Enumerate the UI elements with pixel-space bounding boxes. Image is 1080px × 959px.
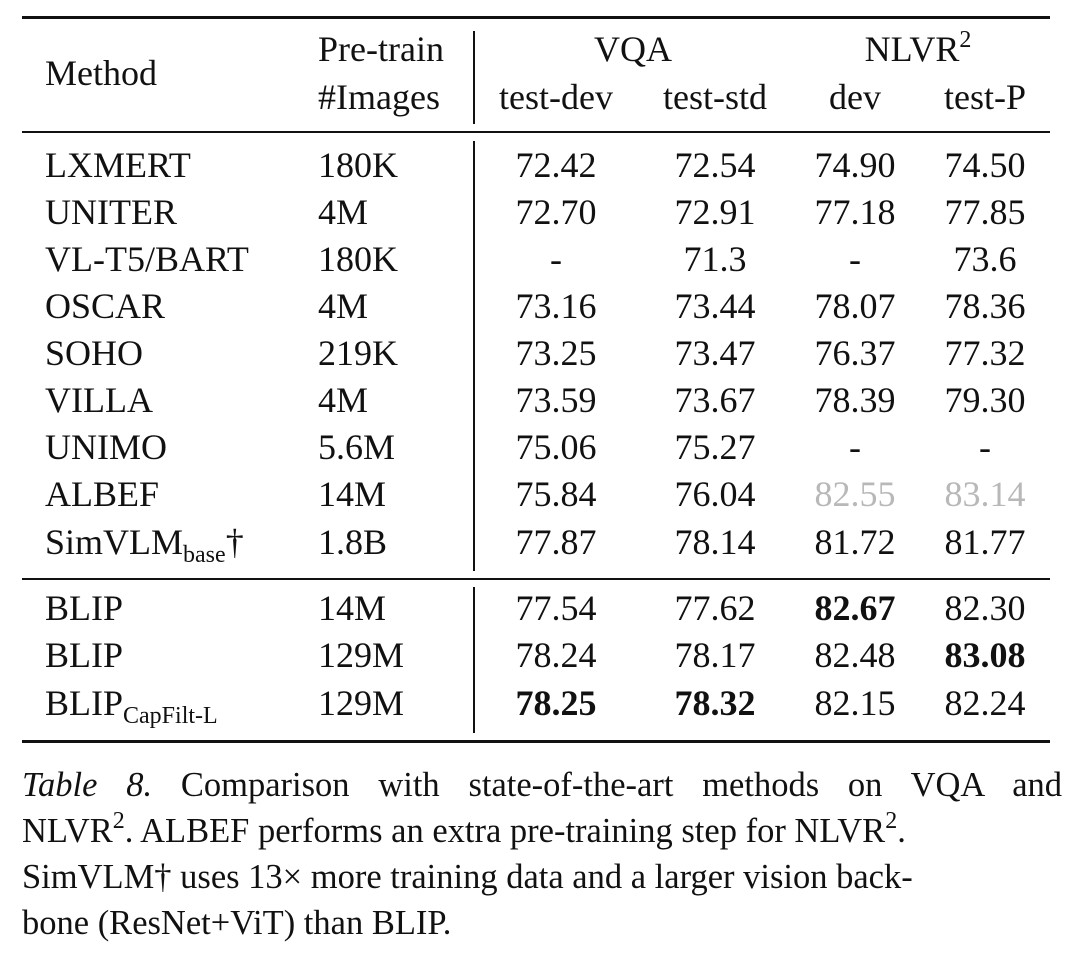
- caption-line: Table 8. Comparison with state-of-the-ar…: [22, 766, 1063, 804]
- score-cell: 82.48: [814, 635, 896, 675]
- method-name: LXMERT: [45, 145, 191, 185]
- header-method: Method: [45, 53, 157, 93]
- score-cell: -: [550, 239, 562, 279]
- score-cell: 82.30: [944, 588, 1026, 628]
- score-cell: 73.44: [674, 286, 756, 326]
- method-name: ALBEF: [45, 474, 160, 514]
- header-pretrain: Pre-train: [318, 29, 444, 69]
- top-rule: [22, 16, 1050, 19]
- score-cell: 83.14: [944, 474, 1026, 514]
- method-name: UNIMO: [45, 427, 167, 467]
- score-cell: 78.25: [515, 683, 597, 723]
- score-cell: 74.50: [944, 145, 1026, 185]
- header-rule: [22, 131, 1050, 133]
- score-cell: 78.36: [944, 286, 1026, 326]
- pretrain-images: 129M: [318, 635, 405, 675]
- header-test-std: test-std: [663, 77, 767, 117]
- score-cell: 72.54: [674, 145, 756, 185]
- score-cell: 75.27: [674, 427, 756, 467]
- table-caption: Table 8. Comparison with state-of-the-ar…: [22, 762, 1062, 946]
- pretrain-images: 5.6M: [318, 427, 396, 467]
- header-images: #Images: [318, 77, 440, 117]
- score-cell: 73.47: [674, 333, 756, 373]
- score-cell: 77.18: [814, 192, 896, 232]
- pretrain-images: 14M: [318, 588, 387, 628]
- score-cell: 75.84: [515, 474, 597, 514]
- score-cell: 82.67: [814, 588, 896, 628]
- score-cell: 73.59: [515, 380, 597, 420]
- score-cell: 73.6: [953, 239, 1017, 279]
- score-cell: 72.70: [515, 192, 597, 232]
- score-cell: 79.30: [944, 380, 1026, 420]
- score-cell: 76.04: [674, 474, 756, 514]
- score-cell: 78.17: [674, 635, 756, 675]
- score-cell: 74.90: [814, 145, 896, 185]
- bottom-rule: [22, 740, 1050, 743]
- score-cell: -: [979, 427, 991, 467]
- score-cell: 77.62: [674, 588, 756, 628]
- score-cell: 78.39: [814, 380, 896, 420]
- header-test-dev: test-dev: [499, 77, 613, 117]
- method-name: BLIP: [45, 588, 124, 628]
- pretrain-images: 4M: [318, 286, 369, 326]
- header-test-p: test-P: [943, 77, 1027, 117]
- score-cell: 76.37: [814, 333, 896, 373]
- caption-label: Table 8.: [22, 766, 153, 804]
- pretrain-images: 4M: [318, 380, 369, 420]
- score-cell: 83.08: [944, 635, 1026, 675]
- header-dev: dev: [829, 77, 881, 117]
- score-cell: 73.25: [515, 333, 597, 373]
- header-group-vqa: VQA: [594, 29, 672, 69]
- method-name: UNITER: [45, 192, 177, 232]
- score-cell: 78.14: [674, 522, 756, 562]
- method-name: SimVLMbase†: [45, 522, 244, 568]
- score-cell: 75.06: [515, 427, 597, 467]
- column-divider: [473, 587, 475, 733]
- score-cell: -: [849, 239, 861, 279]
- caption-line: NLVR2. ALBEF performs an extra pre-train…: [22, 808, 906, 850]
- pretrain-images: 180K: [318, 239, 398, 279]
- score-cell: 72.91: [674, 192, 756, 232]
- column-divider: [473, 141, 475, 571]
- pretrain-images: 219K: [318, 333, 398, 373]
- score-cell: 77.87: [515, 522, 597, 562]
- score-cell: 82.55: [814, 474, 896, 514]
- method-name: SOHO: [45, 333, 144, 373]
- column-divider: [473, 31, 475, 124]
- score-cell: 72.42: [515, 145, 597, 185]
- pretrain-images: 1.8B: [318, 522, 388, 562]
- method-name: BLIP: [45, 635, 124, 675]
- score-cell: 78.07: [814, 286, 896, 326]
- group-rule: [22, 578, 1050, 580]
- score-cell: 71.3: [683, 239, 747, 279]
- score-cell: 77.85: [944, 192, 1026, 232]
- pretrain-images: 180K: [318, 145, 398, 185]
- score-cell: 73.67: [674, 380, 756, 420]
- score-cell: 81.72: [814, 522, 896, 562]
- score-cell: 77.32: [944, 333, 1026, 373]
- method-name: VILLA: [45, 380, 153, 420]
- score-cell: -: [849, 427, 861, 467]
- method-name: BLIPCapFilt-L: [45, 683, 218, 729]
- method-name: VL-T5/BART: [45, 239, 249, 279]
- score-cell: 73.16: [515, 286, 597, 326]
- score-cell: 78.24: [515, 635, 597, 675]
- score-cell: 82.24: [944, 683, 1026, 723]
- score-cell: 82.15: [814, 683, 896, 723]
- pretrain-images: 14M: [318, 474, 387, 514]
- caption-line: bone (ResNet+ViT) than BLIP.: [22, 904, 452, 942]
- score-cell: 78.32: [674, 683, 756, 723]
- header-group-nlvr: NLVR2: [864, 27, 972, 69]
- method-name: OSCAR: [45, 286, 166, 326]
- pretrain-images: 4M: [318, 192, 369, 232]
- score-cell: 81.77: [944, 522, 1026, 562]
- pretrain-images: 129M: [318, 683, 405, 723]
- caption-line: SimVLM† uses 13× more training data and …: [22, 858, 913, 896]
- score-cell: 77.54: [515, 588, 597, 628]
